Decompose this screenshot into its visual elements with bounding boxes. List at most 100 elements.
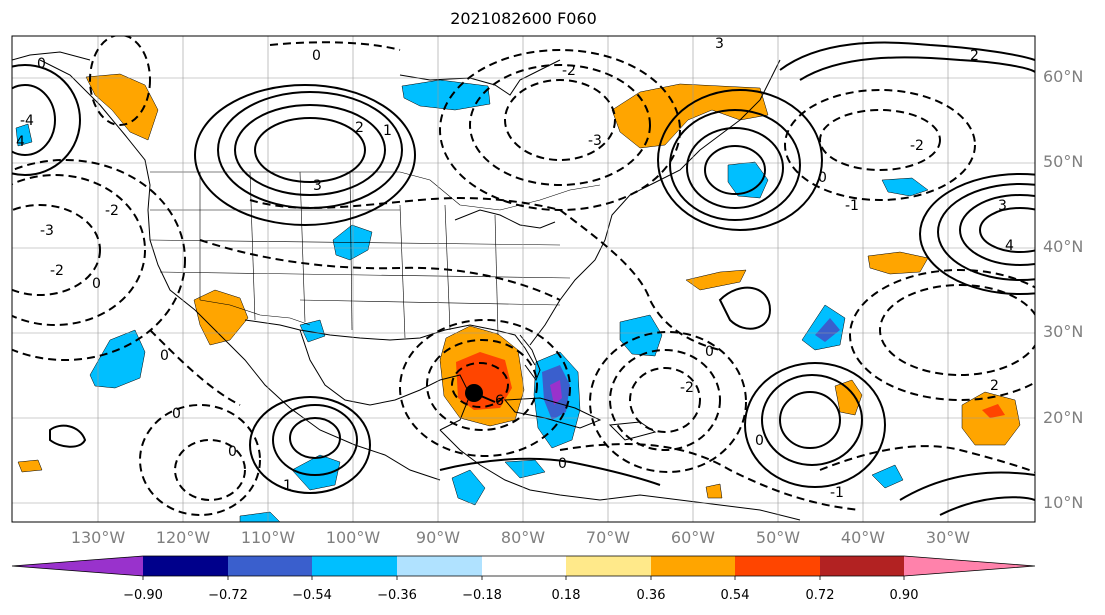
borders [149,171,601,339]
colorbar-seg-7 [651,556,735,576]
gridlines [12,36,1035,522]
high-northwest-2 [234,104,386,196]
colorbar-tick-label: −0.72 [208,588,248,603]
colorbar-tick-label: 0.90 [889,588,919,603]
colorbar-tick-label: 0.18 [551,588,581,603]
lat-label-10n: 10°N [1043,493,1084,512]
colorbar-tick-label: −0.18 [462,588,502,603]
colorbar-seg-1 [143,556,228,576]
colorbar-tick-label: 0.36 [636,588,666,603]
colorbar-seg-5 [482,556,566,576]
contour-label: 0 [558,456,567,472]
low-atl-1 [629,367,701,433]
contour-label: 3 [998,198,1007,214]
contour-label: 0 [228,444,237,460]
colorbar-seg-0 [12,556,143,576]
high-northwest-1 [254,117,366,183]
contour-label: -2 [105,203,119,219]
contour-label: -2 [50,263,64,279]
negative-contours [12,36,1035,516]
blue-fill-east-south [871,464,904,489]
lat-label-20n: 20°N [1043,408,1084,427]
low-gulf-3 [399,319,571,457]
east-coastline [529,184,651,346]
positive-contours [12,41,1035,516]
low-canada-2 [469,64,651,186]
lat-label-60n: 60°N [1043,67,1084,86]
contour-ridge-mid [718,286,772,330]
contour-bottom-east [819,445,1035,473]
red-fill-atl-far [982,404,1005,418]
contour-central-am [439,457,661,486]
high-ne-4 [657,89,823,231]
contour-label: 0 [312,48,321,64]
blue-fill-carib-south [504,459,546,479]
map-title: 2021082600 F060 [450,9,597,28]
lon-label-90w: 90°W [415,528,461,547]
contour-label: -2 [910,138,924,154]
contour-label: 6 [495,393,504,409]
colorbar-tick-label: −0.90 [123,588,163,603]
high-sw-1 [289,417,341,459]
blue-fill-central-am [451,469,486,506]
blue-fill-hudson [401,79,491,111]
low-canada-1 [504,79,616,161]
contour-label: 0 [172,406,181,422]
colorbar-seg-2 [228,556,312,576]
low-atl-3 [589,331,747,473]
contour-label: -4 [20,113,34,129]
us-mexico-border [199,299,311,326]
low-atl-2 [609,349,721,451]
contour-label: 2 [355,120,364,136]
high-northwest-4 [194,84,416,226]
high-northwest-3 [217,91,403,209]
contour-label: 0 [160,348,169,364]
colorbar [11,555,1036,580]
map-frame [11,35,1036,523]
contour-east-bottom [899,471,1035,501]
high-north-top [779,41,1035,71]
contour-label: -3 [40,223,54,239]
lon-label-50w: 50°W [755,528,801,547]
mexico-gulf [299,329,441,406]
cuba [503,397,602,429]
high-ne-3 [669,109,801,221]
contour-carib [559,443,861,511]
lon-label-130w: 130°W [70,528,126,547]
high-east-4 [919,173,1035,295]
coastlines [12,51,801,521]
contour-label: 0 [705,344,714,360]
contour-label: 0 [755,433,764,449]
blue-fill-gulf-small [299,319,326,343]
hudson-bay [399,59,561,96]
contour-label: 3 [313,178,322,194]
high-sw-2 [272,404,358,476]
blue-fill-nova [727,161,769,199]
lon-label-110w: 110°W [240,528,296,547]
contour-labels: 0 0 0 0 0 0 0 0 0 0 1 1 -1 -1 2 2 3 3 3 … [16,36,1014,501]
low-pacific-3 [12,159,186,361]
low-sw-1 [174,439,246,501]
contour-label: 1 [383,123,392,139]
low-pacific-1 [12,204,101,296]
florida [519,334,541,382]
blue-fill-atl-mid [619,314,663,357]
alaska-coast [12,51,91,61]
blue-fill-nw-edge [15,123,33,147]
high-east-2 [959,194,1035,266]
contour-label: 1 [283,478,292,494]
contour-east-bottom2 [939,496,1035,516]
orange-fill-atl-band [867,251,929,275]
south-america [599,494,801,521]
high-ne-1 [704,145,766,195]
contour-mexico [149,329,241,406]
blue-fill-bottom [239,511,281,522]
contour-label: 4 [1005,238,1014,254]
contour-label: 0 [37,56,46,72]
hispaniola [608,421,657,441]
high-east-3 [937,183,1035,281]
lon-label-40w: 40°W [840,528,886,547]
contour-label: 0 [92,276,101,292]
orange-fill-atl-far [961,391,1021,446]
